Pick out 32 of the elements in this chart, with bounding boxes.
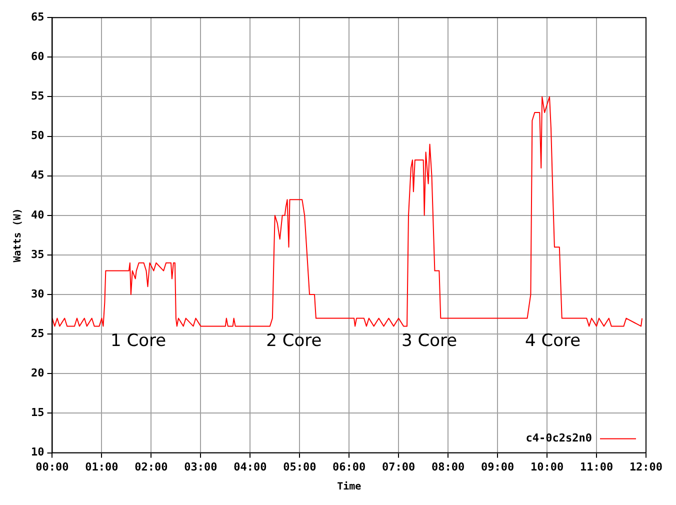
y-tick-label: 50 bbox=[30, 129, 44, 142]
x-tick-label: 00:00 bbox=[36, 460, 69, 474]
annotation: 2 Core bbox=[266, 331, 322, 352]
y-axis-title: Watts (W) bbox=[12, 208, 24, 262]
x-tick-label: 06:00 bbox=[332, 460, 366, 474]
x-tick-label: 01:00 bbox=[85, 460, 118, 474]
x-tick-label: 07:00 bbox=[382, 460, 416, 474]
y-tick-label: 20 bbox=[30, 366, 44, 380]
x-tick-label: 09:00 bbox=[481, 460, 514, 474]
y-tick-label: 15 bbox=[30, 406, 44, 420]
y-tick-label: 55 bbox=[30, 90, 44, 103]
y-tick-label: 30 bbox=[30, 287, 44, 300]
x-tick-label: 04:00 bbox=[234, 460, 267, 474]
x-axis-title: Time bbox=[337, 480, 362, 493]
annotation: 1 Core bbox=[110, 331, 166, 352]
x-tick-label: 12:00 bbox=[629, 460, 663, 474]
legend-label: c4-0c2s2n0 bbox=[526, 432, 592, 445]
x-tick-label: 08:00 bbox=[432, 460, 465, 474]
y-tick-label: 40 bbox=[30, 208, 44, 222]
y-tick-label: 35 bbox=[30, 248, 44, 261]
y-tick-label: 10 bbox=[30, 446, 44, 459]
y-tick-label: 60 bbox=[30, 50, 44, 64]
annotation: 4 Core bbox=[524, 331, 581, 352]
y-tick-label: 45 bbox=[30, 168, 44, 182]
y-tick-label: 25 bbox=[30, 326, 44, 340]
x-tick-label: 03:00 bbox=[184, 460, 218, 474]
y-tick-label: 65 bbox=[30, 10, 44, 24]
annotation: 3 Core bbox=[401, 331, 458, 352]
x-tick-label: 10:00 bbox=[530, 460, 564, 474]
x-tick-label: 05:00 bbox=[283, 460, 316, 474]
x-tick-label: 02:00 bbox=[134, 460, 168, 474]
x-tick-label: 11:00 bbox=[580, 460, 614, 474]
